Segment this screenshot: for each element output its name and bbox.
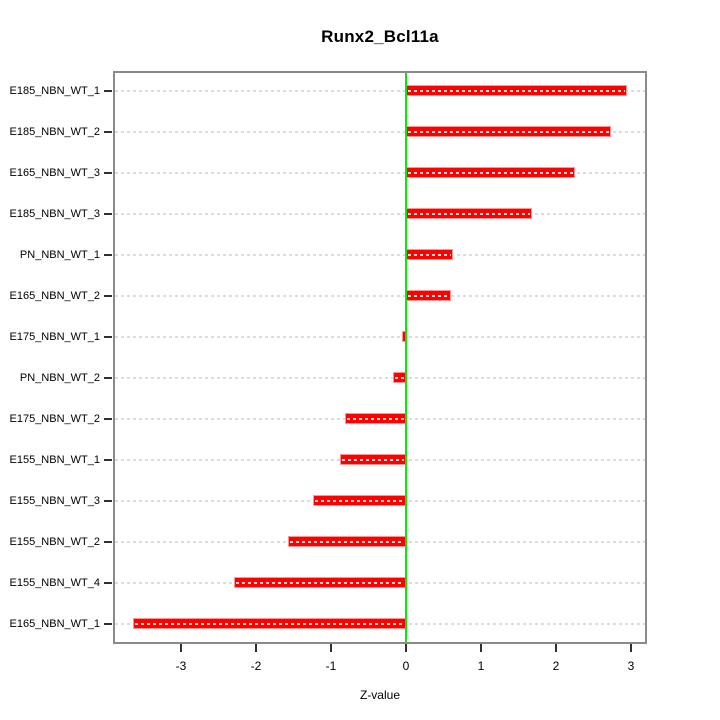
bar-E165_NBN_WT_3 bbox=[406, 167, 575, 178]
bar-dash-overlay bbox=[290, 540, 404, 543]
bar-dash-overlay bbox=[347, 417, 404, 420]
y-axis-tick bbox=[104, 582, 112, 584]
y-axis-tick bbox=[104, 131, 112, 133]
bar-dash-overlay bbox=[342, 458, 404, 461]
row-gridline bbox=[115, 172, 645, 174]
y-axis-tick bbox=[104, 541, 112, 543]
y-axis-tick bbox=[104, 336, 112, 338]
x-axis-tick-label: -3 bbox=[175, 659, 187, 673]
bar-E185_NBN_WT_1 bbox=[406, 85, 627, 96]
chart-title: Runx2_Bcl11a bbox=[321, 27, 439, 46]
y-axis-label: E185_NBN_WT_2 bbox=[9, 126, 101, 138]
x-axis-tick-label: 0 bbox=[402, 659, 410, 673]
x-axis-tick-label: 3 bbox=[627, 659, 635, 673]
x-axis-tick bbox=[330, 644, 332, 652]
x-axis-tick-label: 1 bbox=[477, 659, 485, 673]
bar-dash-overlay bbox=[135, 622, 404, 625]
row-gridline bbox=[115, 213, 645, 215]
bar-dash-overlay bbox=[408, 253, 451, 256]
x-axis-tick bbox=[630, 644, 632, 652]
y-axis-label: E165_NBN_WT_3 bbox=[9, 167, 101, 179]
y-axis-tick bbox=[104, 459, 112, 461]
y-axis-label: E175_NBN_WT_2 bbox=[9, 413, 101, 425]
x-axis-tick bbox=[255, 644, 257, 652]
x-axis-tick-label: -1 bbox=[325, 659, 337, 673]
row-gridline bbox=[115, 90, 645, 92]
y-axis-label: E165_NBN_WT_1 bbox=[9, 618, 101, 630]
y-axis-label: E155_NBN_WT_3 bbox=[9, 495, 101, 507]
y-axis-label: E185_NBN_WT_1 bbox=[9, 85, 101, 97]
y-axis-label: E185_NBN_WT_3 bbox=[9, 208, 101, 220]
y-axis-label: PN_NBN_WT_2 bbox=[19, 372, 100, 384]
y-axis-tick bbox=[104, 623, 112, 625]
bar-dash-overlay bbox=[408, 130, 609, 133]
bar-E185_NBN_WT_2 bbox=[406, 126, 611, 137]
x-axis-tick bbox=[555, 644, 557, 652]
y-axis-tick bbox=[104, 295, 112, 297]
x-axis-tick bbox=[480, 644, 482, 652]
x-axis-tick bbox=[405, 644, 407, 652]
zero-reference-line bbox=[405, 71, 407, 644]
bar-E155_NBN_WT_4 bbox=[234, 577, 406, 588]
bar-E165_NBN_WT_2 bbox=[406, 290, 451, 301]
bar-E155_NBN_WT_1 bbox=[340, 454, 406, 465]
y-axis-label: PN_NBN_WT_1 bbox=[19, 249, 100, 261]
bar-dash-overlay bbox=[408, 294, 449, 297]
bar-dash-overlay bbox=[408, 212, 530, 215]
bar-E155_NBN_WT_3 bbox=[313, 495, 406, 506]
bar-dash-overlay bbox=[395, 376, 404, 379]
bar-E165_NBN_WT_1 bbox=[133, 618, 406, 629]
bar-PN_NBN_WT_1 bbox=[406, 249, 453, 260]
row-gridline bbox=[115, 131, 645, 133]
bar-E185_NBN_WT_3 bbox=[406, 208, 532, 219]
row-gridline bbox=[115, 295, 645, 297]
y-axis-tick bbox=[104, 418, 112, 420]
y-axis-label: E155_NBN_WT_2 bbox=[9, 536, 101, 548]
x-axis-tick-label: -2 bbox=[250, 659, 262, 673]
x-axis-title: Z-value bbox=[359, 688, 400, 702]
bar-dash-overlay bbox=[315, 499, 404, 502]
row-gridline bbox=[115, 254, 645, 256]
bar-dash-overlay bbox=[408, 171, 573, 174]
y-axis-tick bbox=[104, 500, 112, 502]
y-axis-label: E175_NBN_WT_1 bbox=[9, 331, 101, 343]
y-axis-tick bbox=[104, 377, 112, 379]
bar-dash-overlay bbox=[408, 89, 625, 92]
bar-E175_NBN_WT_2 bbox=[345, 413, 406, 424]
y-axis-label: E165_NBN_WT_2 bbox=[9, 290, 101, 302]
y-axis-tick bbox=[104, 90, 112, 92]
y-axis-label: E155_NBN_WT_1 bbox=[9, 454, 101, 466]
x-axis-tick bbox=[180, 644, 182, 652]
y-axis-tick bbox=[104, 254, 112, 256]
plot-border-box bbox=[113, 71, 647, 644]
bar-dash-overlay bbox=[236, 581, 404, 584]
row-gridline bbox=[115, 336, 645, 338]
bar-E155_NBN_WT_2 bbox=[288, 536, 406, 547]
y-axis-tick bbox=[104, 172, 112, 174]
y-axis-label: E155_NBN_WT_4 bbox=[9, 577, 101, 589]
row-gridline bbox=[115, 377, 645, 379]
x-axis-tick-label: 2 bbox=[552, 659, 560, 673]
y-axis-tick bbox=[104, 213, 112, 215]
